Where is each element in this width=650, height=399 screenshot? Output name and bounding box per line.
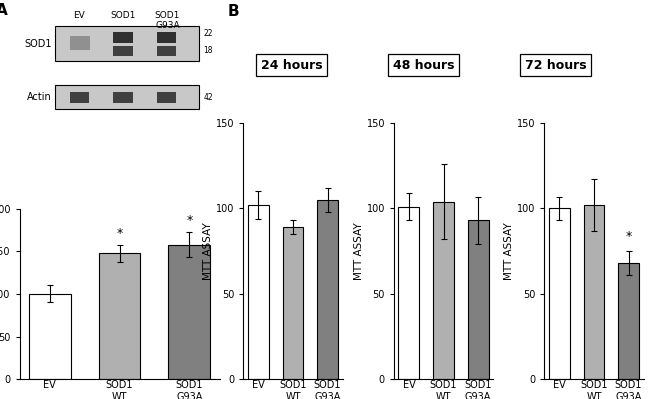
Text: *: * <box>625 231 632 243</box>
Y-axis label: MTT ASSAY: MTT ASSAY <box>504 222 514 280</box>
Text: SOD1: SOD1 <box>24 39 51 49</box>
Text: SOD1
G93A: SOD1 G93A <box>155 11 180 30</box>
Bar <box>157 92 177 103</box>
Bar <box>157 46 177 55</box>
Y-axis label: MTT ASSAY: MTT ASSAY <box>354 222 364 280</box>
Bar <box>248 205 268 379</box>
Bar <box>114 46 133 55</box>
Text: B: B <box>227 4 239 19</box>
Bar <box>70 92 88 103</box>
Text: 48 hours: 48 hours <box>393 59 454 72</box>
Text: A: A <box>0 2 7 18</box>
Bar <box>55 85 200 109</box>
Bar <box>468 220 489 379</box>
Text: *: * <box>116 227 123 239</box>
Bar <box>55 26 200 61</box>
Bar <box>433 201 454 379</box>
Bar <box>618 263 639 379</box>
Text: 22: 22 <box>203 29 213 38</box>
Bar <box>114 32 133 43</box>
Bar <box>398 207 419 379</box>
Bar <box>70 36 90 49</box>
Y-axis label: MTT ASSAY: MTT ASSAY <box>203 222 213 280</box>
Bar <box>114 92 133 103</box>
Text: 42: 42 <box>203 93 213 102</box>
Bar <box>168 245 211 379</box>
Bar <box>549 208 570 379</box>
Bar <box>283 227 304 379</box>
Bar <box>29 294 71 379</box>
Bar <box>157 32 177 43</box>
Text: 18: 18 <box>203 46 213 55</box>
Text: Actin: Actin <box>27 92 51 102</box>
Text: 24 hours: 24 hours <box>261 59 322 72</box>
Text: SOD1: SOD1 <box>111 11 136 20</box>
Text: 72 hours: 72 hours <box>525 59 586 72</box>
Bar <box>99 253 140 379</box>
Text: *: * <box>187 214 192 227</box>
Text: EV: EV <box>73 11 85 20</box>
Bar <box>584 205 605 379</box>
Bar <box>317 200 338 379</box>
